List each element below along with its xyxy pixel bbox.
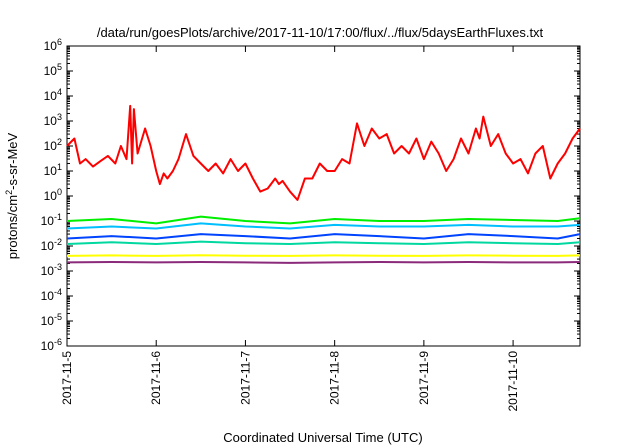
y-tick-base: 10 — [44, 39, 58, 53]
x-axis-label: Coordinated Universal Time (UTC) — [223, 430, 422, 445]
y-tick-label: 101 — [44, 162, 62, 178]
y-tick-label: 10-4 — [41, 287, 62, 303]
y-axis-label-rest: -s-sr-MeV — [5, 132, 20, 189]
y-tick-exponent: -2 — [54, 237, 62, 247]
series-line — [66, 215, 581, 225]
y-tick-exponent: 4 — [57, 87, 62, 97]
x-tick-label: 2017-11-9 — [417, 351, 431, 405]
y-tick-exponent: -6 — [54, 337, 62, 347]
y-tick-label: 103 — [44, 112, 62, 128]
y-tick-base: 10 — [41, 339, 55, 353]
y-axis-ticks: 10-610-510-410-310-210-11001011021031041… — [41, 37, 580, 353]
y-tick-label: 10-2 — [41, 237, 62, 253]
plot-area — [66, 45, 581, 347]
x-tick-label: 2017-11-10 — [506, 351, 520, 412]
y-tick-label: 10-1 — [41, 212, 62, 228]
y-tick-exponent: 5 — [57, 62, 62, 72]
series-line — [66, 233, 581, 240]
series-group — [66, 104, 581, 264]
y-tick-base: 10 — [44, 164, 58, 178]
y-tick-exponent: -5 — [54, 312, 62, 322]
y-tick-base: 10 — [44, 89, 58, 103]
y-axis-label-base: protons/cm — [5, 195, 20, 259]
y-tick-base: 10 — [41, 314, 55, 328]
series-line — [66, 261, 581, 264]
x-tick-label: 2017-11-6 — [149, 351, 163, 405]
y-tick-base: 10 — [41, 214, 55, 228]
y-axis-label-superscript: 2 — [4, 190, 14, 195]
series-line — [66, 104, 581, 201]
x-tick-label: 2017-11-7 — [238, 351, 252, 405]
y-tick-base: 10 — [41, 264, 55, 278]
series-line — [66, 240, 581, 245]
y-tick-label: 102 — [44, 137, 62, 153]
y-axis-label: protons/cm2-s-sr-MeV — [4, 132, 20, 259]
y-tick-base: 10 — [41, 239, 55, 253]
x-axis-ticks: 2017-11-5 2017-11-6 2017-11-7 2017-11-8 2017… — [60, 46, 520, 412]
x-tick-label: 2017-11-5 — [60, 351, 74, 405]
series-line — [66, 222, 581, 230]
y-tick-label: 10-3 — [41, 262, 62, 278]
y-tick-exponent: 6 — [57, 37, 62, 47]
y-tick-label: 100 — [44, 187, 62, 203]
y-tick-label: 10-6 — [41, 337, 62, 353]
y-tick-base: 10 — [44, 64, 58, 78]
y-tick-base: 10 — [44, 139, 58, 153]
y-tick-exponent: -3 — [54, 262, 62, 272]
chart-title: /data/run/goesPlots/archive/2017-11-10/1… — [97, 25, 544, 40]
y-tick-base: 10 — [41, 289, 55, 303]
y-tick-exponent: -1 — [54, 212, 62, 222]
y-tick-base: 10 — [44, 189, 58, 203]
y-tick-base: 10 — [44, 114, 58, 128]
series-line — [66, 254, 581, 257]
y-tick-label: 10-5 — [41, 312, 62, 328]
y-tick-exponent: 3 — [57, 112, 62, 122]
y-tick-exponent: 0 — [57, 187, 62, 197]
y-tick-label: 106 — [44, 37, 62, 53]
plot-frame — [66, 45, 581, 347]
y-tick-label: 105 — [44, 62, 62, 78]
y-tick-exponent: -4 — [54, 287, 62, 297]
x-tick-label: 2017-11-8 — [328, 351, 342, 405]
y-tick-exponent: 2 — [57, 137, 62, 147]
y-tick-label: 104 — [44, 87, 62, 103]
y-tick-exponent: 1 — [57, 162, 62, 172]
